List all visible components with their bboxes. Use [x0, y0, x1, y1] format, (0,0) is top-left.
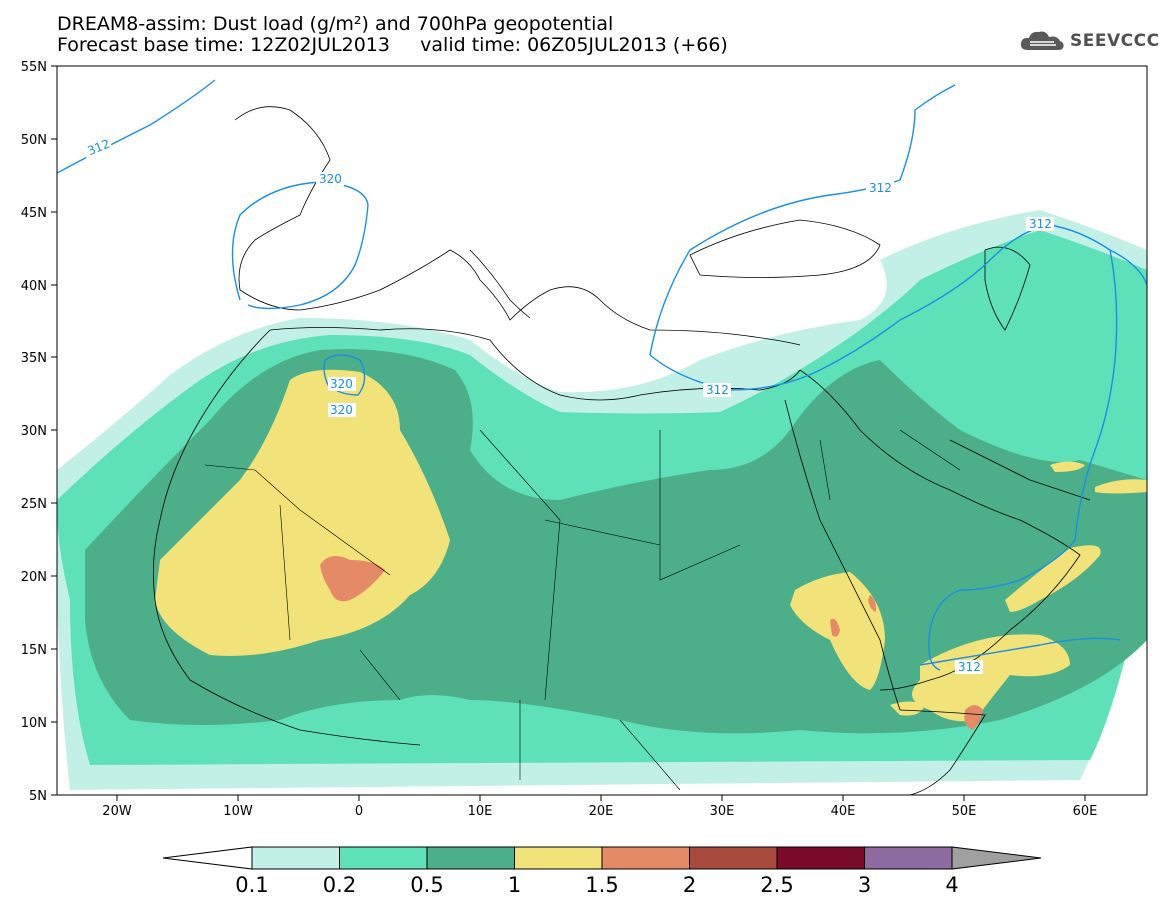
colorbar-swatch: [251, 846, 340, 870]
contour-label: 312: [703, 383, 731, 397]
contour-312-arabiansea: [919, 637, 1121, 666]
cloud-icon: [1020, 31, 1064, 50]
contour-label: 312: [955, 660, 983, 674]
longitude-labels: 20W 10W 0 10E 20E 30E 40E 50E 60E: [102, 804, 1097, 819]
geopotential-contours: [57, 79, 1147, 671]
lon-label: 30E: [710, 804, 735, 819]
lat-label: 50N: [21, 133, 47, 148]
svg-text:320: 320: [319, 172, 342, 186]
dust-band-1-gulf: [1050, 461, 1147, 494]
dust-band-1-west: [155, 369, 450, 656]
longitude-axis: [116, 795, 1086, 801]
svg-text:312: 312: [85, 137, 111, 159]
contour-label: 312: [866, 181, 894, 195]
logo-text: SEEVCCC: [1070, 31, 1160, 51]
colorbar-swatch: [601, 846, 690, 870]
dust-band-1-oman: [1005, 545, 1101, 612]
contour-label: 320: [328, 377, 356, 391]
contour-312-middleeast: [649, 224, 1147, 391]
dust-load-field: [57, 210, 1147, 790]
lat-label: 15N: [21, 643, 47, 658]
europe-coast: [234, 106, 801, 346]
persian-gulf-coast: [949, 439, 1091, 501]
seevccc-logo: SEEVCCC: [1018, 27, 1160, 55]
lat-label: 5N: [29, 789, 47, 804]
lat-label: 45N: [21, 206, 47, 221]
svg-text:312: 312: [706, 383, 729, 397]
lon-label: 60E: [1073, 804, 1098, 819]
dust-band-1.5-sahara: [320, 556, 385, 602]
contour-label: 312: [81, 135, 113, 159]
lon-label: 50E: [952, 804, 977, 819]
contour-320-iberia: [231, 181, 369, 310]
red-sea-coast: [784, 399, 901, 711]
italy-coast: [469, 249, 531, 319]
lon-label: 10E: [468, 804, 493, 819]
colorbar-label: 1: [508, 873, 521, 897]
svg-text:312: 312: [1029, 217, 1052, 231]
contour-312-eastmed: [649, 84, 956, 356]
contour-320-morocco: [323, 354, 366, 396]
colorbar-right-arrow: [951, 846, 1042, 870]
colorbar-label: 2: [683, 873, 696, 897]
colorbar-label: 3: [858, 873, 871, 897]
lon-label: 0: [355, 804, 363, 819]
country-borders: [204, 429, 961, 791]
lat-label: 25N: [21, 497, 47, 512]
lat-label: 20N: [21, 570, 47, 585]
lat-label: 35N: [21, 351, 47, 366]
dust-band-1-arabia: [912, 634, 1070, 722]
lat-label: 55N: [21, 60, 47, 75]
lat-label: 40N: [21, 279, 47, 294]
contour-label: 320: [328, 403, 356, 417]
map-title: DREAM8-assim: Dust load (g/m²) and 700hP…: [57, 13, 614, 35]
contour-312-northwest: [57, 79, 216, 174]
svg-text:312: 312: [958, 660, 981, 674]
colorbar: 0.1 0.2 0.5 1 1.5 2 2.5 3 4: [162, 846, 1042, 897]
contour-label: 320: [316, 172, 344, 186]
contour-312-arabia: [928, 249, 1118, 671]
latitude-axis: [51, 65, 57, 796]
dust-band-1.5-somalia: [964, 705, 983, 730]
black-sea-coast: [689, 219, 881, 278]
colorbar-swatch: [776, 846, 865, 870]
colorbar-swatch: [426, 846, 515, 870]
lon-label: 20W: [102, 804, 132, 819]
west-africa-coast: [152, 329, 421, 746]
lon-label: 10W: [223, 804, 253, 819]
contour-label: 312: [1026, 217, 1054, 231]
svg-text:320: 320: [330, 403, 353, 417]
colorbar-left-arrow: [162, 846, 253, 870]
caspian-coast: [984, 246, 1031, 331]
dust-band-1.5-redsea: [830, 595, 877, 637]
colorbar-label: 0.5: [410, 873, 443, 897]
lon-label: 40E: [831, 804, 856, 819]
svg-text:312: 312: [869, 181, 892, 195]
latitude-labels: 55N 50N 45N 40N 35N 30N 25N 20N 15N 10N …: [21, 60, 47, 804]
colorbar-label: 4: [945, 873, 958, 897]
colorbar-label: 2.5: [760, 873, 793, 897]
colorbar-label: 1.5: [585, 873, 618, 897]
colorbar-label: 0.1: [235, 873, 268, 897]
colorbar-swatch: [339, 846, 428, 870]
lat-label: 30N: [21, 424, 47, 439]
colorbar-swatch: [864, 846, 953, 870]
horn-africa-coast: [899, 709, 986, 795]
arabia-coast: [799, 369, 1081, 691]
colorbar-swatch: [689, 846, 778, 870]
lat-label: 10N: [21, 716, 47, 731]
colorbar-swatch: [514, 846, 603, 870]
colorbar-label: 0.2: [323, 873, 356, 897]
lon-label: 20E: [589, 804, 614, 819]
svg-text:320: 320: [330, 377, 353, 391]
coastlines: [152, 106, 1091, 795]
forecast-time-line: Forecast base time: 12Z02JUL2013 valid t…: [57, 34, 728, 56]
